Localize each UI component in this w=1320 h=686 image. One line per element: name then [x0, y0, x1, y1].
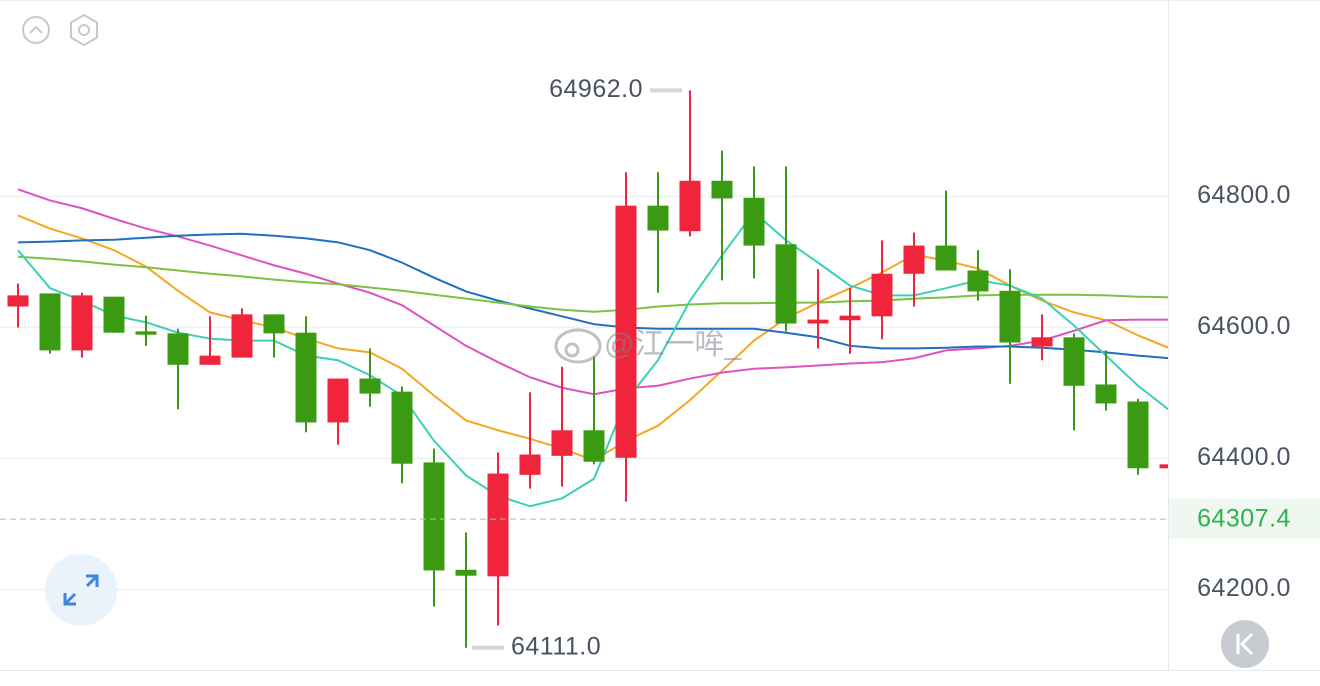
- latest-button[interactable]: [1221, 620, 1269, 668]
- candle-body: [199, 355, 221, 365]
- candle-body: [1095, 384, 1117, 404]
- y-tick-label: 64400.0: [1197, 443, 1291, 471]
- settings-button[interactable]: [70, 13, 98, 47]
- candle-body: [231, 314, 253, 358]
- candle-body: [999, 290, 1021, 343]
- candle-body: [71, 295, 93, 351]
- watermark-icon: [564, 342, 580, 358]
- candle-body: [647, 205, 669, 231]
- candle-body: [711, 180, 733, 199]
- candle-body: [807, 319, 829, 324]
- candle-body: [103, 296, 125, 333]
- watermark-text: @江一哞_: [604, 328, 742, 361]
- candle-body: [679, 180, 701, 232]
- candle-body: [359, 378, 381, 394]
- y-tick-label: 64600.0: [1197, 312, 1291, 340]
- candle-body: [1127, 401, 1149, 469]
- plot: [7, 90, 1168, 648]
- ma-line: [17, 232, 1168, 360]
- candle-body: [391, 391, 413, 464]
- candle-body: [775, 244, 797, 324]
- candle-body: [39, 293, 61, 351]
- candle-body: [551, 430, 573, 456]
- expand-button[interactable]: [45, 554, 117, 626]
- candle-body: [903, 245, 925, 274]
- y-tick-label: 64800.0: [1197, 181, 1291, 209]
- candle-body: [839, 315, 861, 321]
- candle-body: [327, 378, 349, 423]
- candle-body: [1063, 337, 1085, 386]
- candle-body: [487, 473, 509, 577]
- candle-body: [743, 197, 765, 246]
- low-label: 64111.0: [511, 632, 601, 660]
- axis-panel: [1168, 0, 1320, 670]
- candle-body: [7, 295, 29, 307]
- candle-body: [167, 333, 189, 365]
- last-price-box: [1169, 499, 1320, 540]
- candle-body: [135, 331, 157, 335]
- high-label: 64962.0: [549, 75, 643, 103]
- candle-body: [423, 462, 445, 571]
- grid: [0, 195, 1168, 591]
- candle-body: [263, 314, 285, 334]
- candle-body: [455, 569, 477, 576]
- last-price-label: 64307.4: [1197, 505, 1291, 533]
- candle-body: [871, 273, 893, 317]
- candle-body: [519, 454, 541, 475]
- collapse-button[interactable]: [22, 16, 50, 44]
- candle-body: [935, 245, 957, 271]
- candle-body: [583, 430, 605, 462]
- overlay: 64200.0 64400.0 64600.0 64800.0 64307.4 64962…: [0, 75, 1320, 660]
- watermark-icon: [554, 328, 602, 364]
- candle-body: [1159, 464, 1168, 469]
- watermark: @江一哞_: [554, 328, 742, 364]
- candle-body: [1031, 337, 1053, 347]
- y-tick-label: 64200.0: [1197, 574, 1291, 602]
- candle-body: [615, 205, 637, 458]
- candle-body: [967, 270, 989, 292]
- candle-body: [295, 332, 317, 423]
